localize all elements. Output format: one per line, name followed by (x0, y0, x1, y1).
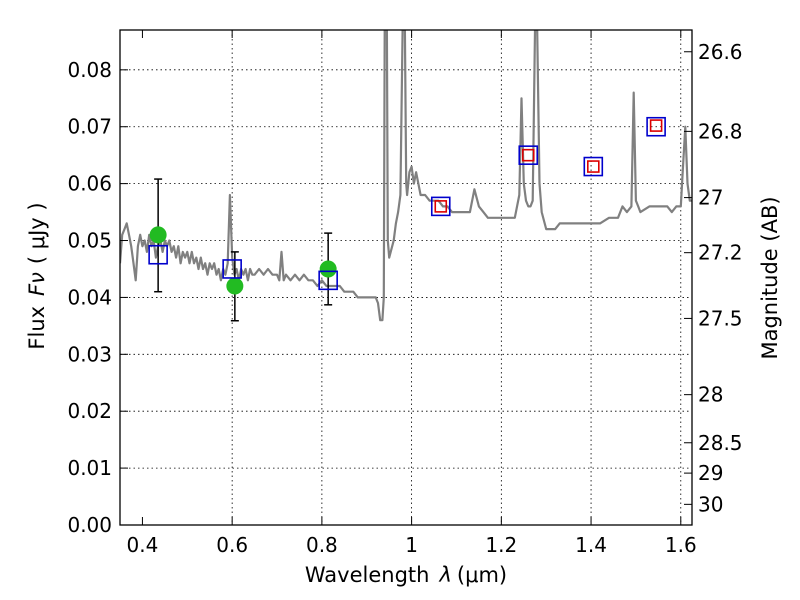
y2-tick-label: 27.5 (698, 306, 743, 330)
y2-tick-label: 26.6 (698, 40, 743, 64)
y-tick-label: 0.05 (67, 229, 112, 253)
observed-point (149, 226, 167, 244)
x-axis-label-text: Wavelength (305, 563, 430, 587)
y-tick-label: 0.07 (67, 115, 112, 139)
x-tick-label: 0.8 (306, 533, 338, 557)
nir-photometry-square (434, 200, 448, 213)
y-tick-label: 0.04 (67, 285, 112, 309)
y-tick-label: 0.06 (67, 172, 112, 196)
plot-frame (119, 29, 693, 526)
y-axis-label-symbol: Fν (25, 272, 49, 296)
nir-photometry-square (521, 148, 535, 162)
axis-ticks: 0.4 0.6 0.8 1 1.2 1.4 1.6 0.00 0.01 0.02 0.03 0.04 0… (67, 30, 743, 557)
x-tick-label: 0.4 (127, 533, 159, 557)
y2-tick-label: 27 (698, 186, 723, 210)
y2-tick-label: 30 (698, 492, 723, 516)
y-axis-label-text: Flux (25, 306, 49, 350)
y2-axis-label: Magnitude (AB) (758, 196, 782, 359)
y2-tick-label: 27.2 (698, 241, 743, 265)
synthetic-photometry-square (222, 259, 242, 279)
y-tick-label: 0.02 (67, 399, 112, 423)
y-tick-label: 0.08 (67, 58, 112, 82)
observed-point (319, 260, 337, 278)
y2-tick-label: 29 (698, 461, 723, 485)
synthetic-photometry-square (430, 196, 451, 217)
y-axis-label: Flux Fν ( μJy ) (25, 202, 49, 349)
x-tick-label: 1.2 (485, 533, 517, 557)
y-tick-label: 0.01 (67, 456, 112, 480)
y2-tick-label: 28.5 (698, 431, 743, 455)
x-tick-label: 1.4 (575, 533, 607, 557)
synthetic-photometry-square (646, 116, 666, 137)
x-tick-label: 0.6 (216, 533, 248, 557)
y-axis-label-unit: ( μJy ) (25, 202, 49, 264)
y-tick-label: 0.00 (67, 513, 112, 537)
nir-photometry-square (587, 160, 600, 173)
nir-photometry-square (649, 119, 663, 132)
x-tick-label: 1.6 (665, 533, 697, 557)
x-axis-label-symbol: λ (438, 563, 451, 587)
grid (120, 30, 692, 525)
x-tick-label: 1 (405, 533, 418, 557)
y-tick-label: 0.03 (67, 342, 112, 366)
y2-tick-label: 26.8 (698, 119, 743, 143)
synthetic-photometry-square (318, 270, 338, 291)
synthetic-photometry-square (583, 156, 604, 177)
synthetic-photometry-square (148, 244, 168, 265)
synthetic-photometry-square (518, 145, 539, 165)
plot-area (120, 30, 692, 322)
observed-point (226, 277, 244, 295)
y2-tick-label: 28 (698, 383, 723, 407)
x-axis-label: Wavelength λ (μm) (305, 563, 507, 587)
spectrum-line (120, 30, 692, 322)
x-axis-label-unit: (μm) (457, 563, 507, 587)
